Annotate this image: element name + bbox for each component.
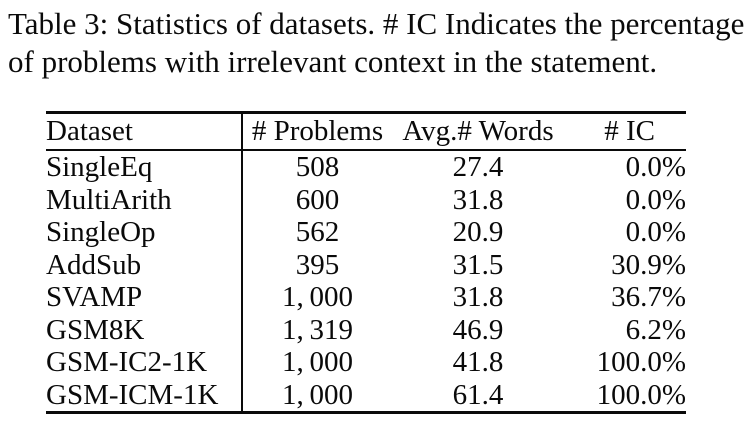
cell-avg-words: 31.8 [452,183,504,216]
cell-avg-words: 31.5 [452,248,504,281]
cell-problems: 1, 000 [281,346,354,378]
cell-dataset: GSM-ICM-1K [46,378,243,413]
cell-dataset: GSM8K [46,313,243,346]
cell-ic: 100.0% [596,378,686,411]
column-header-problems: # Problems [242,112,392,151]
cell-ic: 6.2% [625,313,686,346]
table-row: GSM-ICM-1K 1, 000 61.4 100.0% [46,378,686,413]
cell-avg-words: 31.8 [452,281,504,313]
cell-problems: 1, 000 [281,378,354,411]
cell-dataset: SingleEq [46,150,243,184]
cell-ic: 36.7% [611,281,686,313]
cell-dataset: SingleOp [46,216,243,249]
cell-avg-words: 27.4 [452,151,504,183]
cell-dataset: SVAMP [46,281,243,314]
table-header-row: Dataset # Problems Avg.# Words # IC [46,112,686,151]
cell-problems: 600 [295,183,340,216]
table-row: SingleOp 562 20.9 0.0% [46,216,686,249]
cell-problems: 508 [295,151,340,183]
table-row: GSM-IC2-1K 1, 000 41.8 100.0% [46,346,686,379]
table-caption: Table 3: Statistics of datasets. # IC In… [8,5,752,81]
cell-problems: 1, 319 [281,313,354,346]
dataset-statistics-table: Dataset # Problems Avg.# Words # IC Sing… [46,111,686,414]
cell-ic: 30.9% [611,248,686,281]
cell-dataset: MultiArith [46,183,243,216]
cell-avg-words: 41.8 [452,346,504,378]
cell-dataset: AddSub [46,248,243,281]
table-caption-line-2: of problems with irrelevant context in t… [8,44,658,79]
cell-dataset: GSM-IC2-1K [46,346,243,379]
table-row: SVAMP 1, 000 31.8 36.7% [46,281,686,314]
cell-problems: 395 [295,248,340,281]
cell-avg-words: 61.4 [452,378,504,411]
table-row: AddSub 395 31.5 30.9% [46,248,686,281]
table-row: SingleEq 508 27.4 0.0% [46,150,686,184]
cell-ic: 100.0% [596,346,686,378]
cell-ic: 0.0% [625,183,686,216]
table-row: MultiArith 600 31.8 0.0% [46,183,686,216]
cell-avg-words: 46.9 [452,313,504,346]
column-header-avg-words: Avg.# Words [392,112,564,151]
cell-ic: 0.0% [625,151,686,183]
cell-avg-words: 20.9 [452,216,504,248]
cell-problems: 1, 000 [281,281,354,313]
column-header-dataset: Dataset [46,112,243,151]
table-row: GSM8K 1, 319 46.9 6.2% [46,313,686,346]
cell-problems: 562 [295,216,340,248]
table-caption-line-1: Table 3: Statistics of datasets. # IC In… [8,6,745,41]
cell-ic: 0.0% [625,216,686,248]
column-header-ic: # IC [564,112,686,151]
